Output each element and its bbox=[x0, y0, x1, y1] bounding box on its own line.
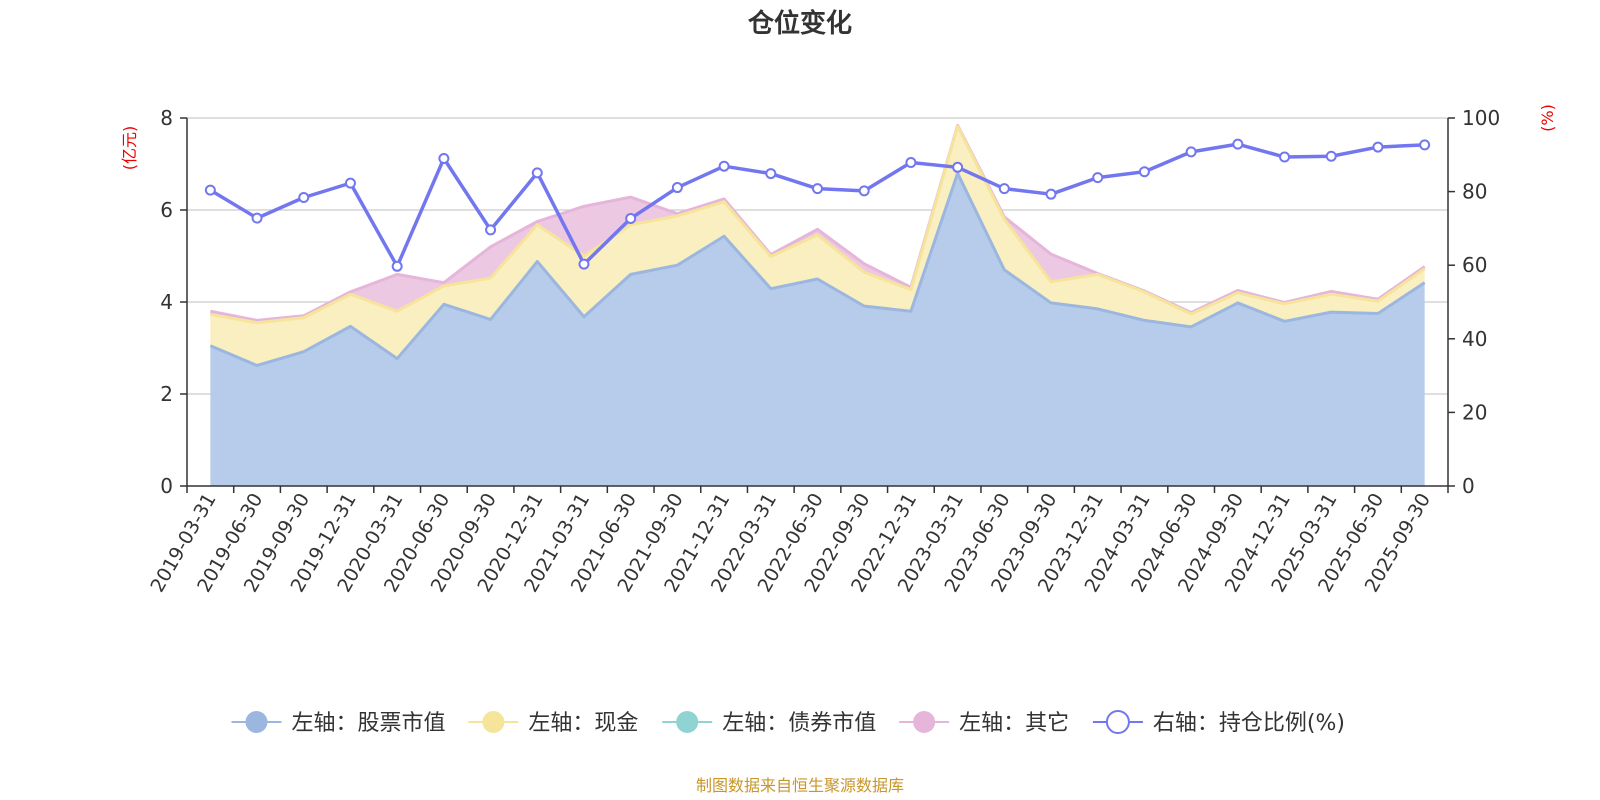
ratio-point-2020-12-31 bbox=[531, 167, 543, 179]
left-tick-label-6: 6 bbox=[160, 198, 173, 222]
legend-item-4: 右轴：持仓比例(%) bbox=[1092, 710, 1345, 736]
ratio-point-2021-09-30 bbox=[671, 182, 683, 194]
ratio-point-2024-06-30 bbox=[1185, 146, 1197, 158]
right-tick-label-0: 0 bbox=[1462, 474, 1475, 498]
legend-item-2: 左轴：债券市值 bbox=[662, 711, 876, 736]
right-tick-label-80: 80 bbox=[1462, 180, 1487, 204]
ratio-point-2023-09-30 bbox=[1045, 188, 1057, 200]
legend-marker-0 bbox=[245, 711, 268, 733]
area-1 bbox=[210, 126, 1425, 366]
area-edge-0 bbox=[209, 171, 1426, 367]
left-tick-label-8: 8 bbox=[160, 106, 173, 130]
legend-label-0: 左轴：股票市值 bbox=[291, 711, 445, 736]
ratio-point-2024-03-31 bbox=[1138, 166, 1150, 178]
chart-title: 仓位变化 bbox=[747, 8, 852, 39]
area-edge-1 bbox=[210, 124, 1426, 325]
ratio-point-2019-12-31 bbox=[344, 177, 356, 189]
source-note: 制图数据来自恒生聚源数据库 bbox=[696, 776, 904, 795]
ratio-point-2024-12-31 bbox=[1279, 151, 1291, 163]
ratio-point-2019-09-30 bbox=[298, 191, 310, 203]
legend-item-0: 左轴：股票市值 bbox=[231, 711, 445, 736]
legend-label-4: 右轴：持仓比例(%) bbox=[1153, 711, 1345, 736]
ratio-point-2023-03-31 bbox=[952, 161, 964, 173]
area-edge-3 bbox=[210, 123, 1426, 322]
legend: 左轴：股票市值 左轴：现金 左轴：债券市值 左轴：其它 右轴：持仓比例(%) bbox=[231, 710, 1345, 736]
ratio-point-2022-12-31 bbox=[905, 157, 917, 169]
right-tick-label-100: 100 bbox=[1462, 106, 1500, 130]
legend-item-3: 左轴：其它 bbox=[899, 711, 1069, 736]
left-tick-label-0: 0 bbox=[160, 474, 173, 498]
ratio-point-2025-06-30 bbox=[1372, 141, 1384, 153]
left-tick-label-4: 4 bbox=[160, 290, 173, 314]
legend-label-2: 左轴：债券市值 bbox=[722, 711, 876, 736]
legend-item-1: 左轴：现金 bbox=[468, 711, 638, 736]
ratio-point-2023-06-30 bbox=[998, 183, 1010, 195]
ratio-point-2020-09-30 bbox=[485, 224, 497, 236]
ratio-point-2021-03-31 bbox=[578, 258, 590, 270]
ratio-point-2020-03-31 bbox=[391, 260, 403, 272]
ratio-point-2020-06-30 bbox=[438, 152, 450, 164]
left-axis-unit: (亿元) bbox=[120, 126, 139, 171]
legend-marker-3 bbox=[913, 711, 936, 733]
ratio-point-2021-06-30 bbox=[625, 212, 637, 224]
position-ratio-line bbox=[204, 138, 1431, 272]
ratio-point-2025-09-30 bbox=[1419, 139, 1431, 151]
ratio-point-2023-12-31 bbox=[1092, 172, 1104, 184]
legend-marker-1 bbox=[482, 711, 505, 733]
right-tick-label-60: 60 bbox=[1462, 253, 1487, 277]
ratio-point-2019-03-31 bbox=[204, 184, 216, 196]
left-tick-label-2: 2 bbox=[160, 382, 173, 406]
ratio-point-2019-06-30 bbox=[251, 212, 263, 224]
ratio-point-2022-03-31 bbox=[765, 168, 777, 180]
ratio-point-2022-09-30 bbox=[858, 185, 870, 197]
ratio-point-2021-12-31 bbox=[718, 160, 730, 172]
legend-label-1: 左轴：现金 bbox=[528, 711, 638, 736]
ratio-point-2025-03-31 bbox=[1325, 150, 1337, 162]
ratio-point-2022-06-30 bbox=[812, 183, 823, 195]
area-0 bbox=[210, 173, 1425, 486]
ratio-point-2024-09-30 bbox=[1232, 138, 1244, 150]
right-tick-label-20: 20 bbox=[1462, 400, 1487, 424]
legend-label-3: 左轴：其它 bbox=[959, 711, 1069, 736]
right-tick-label-40: 40 bbox=[1462, 327, 1487, 351]
area-series bbox=[209, 123, 1426, 486]
right-axis-unit: (%) bbox=[1538, 104, 1557, 132]
legend-marker-2 bbox=[676, 711, 699, 733]
legend-marker-4 bbox=[1105, 710, 1130, 734]
